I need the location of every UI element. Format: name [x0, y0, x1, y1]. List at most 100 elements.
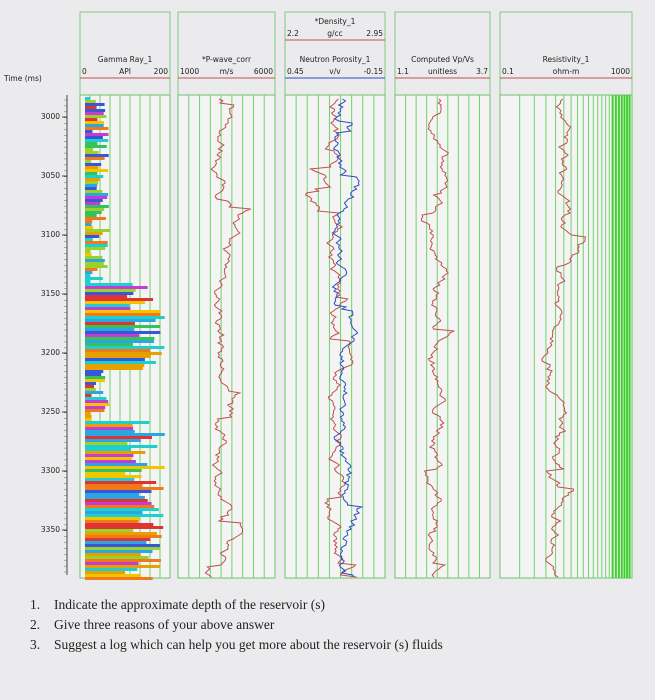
gr-fill: [85, 127, 109, 130]
gr-fill: [85, 502, 152, 505]
gr-fill: [85, 280, 91, 283]
scale-min: 0.1: [502, 67, 514, 76]
gr-fill: [85, 220, 93, 223]
tick-label: 3150: [41, 289, 60, 298]
gr-fill: [85, 328, 135, 331]
gr-fill: [85, 364, 145, 367]
tick-label: 3100: [41, 230, 60, 239]
gr-fill: [85, 145, 107, 148]
gr-fill: [85, 169, 109, 172]
curve-name: Gamma Ray_1: [98, 55, 153, 64]
gr-fill: [85, 493, 139, 496]
gr-fill: [85, 376, 106, 379]
gr-fill: [85, 172, 98, 175]
gr-fill: [85, 97, 91, 100]
gr-fill: [85, 505, 155, 508]
scale-min: 0: [82, 67, 87, 76]
gr-fill: [85, 178, 101, 181]
log-curve: [204, 98, 251, 578]
gr-fill: [85, 133, 109, 136]
gr-fill: [85, 535, 162, 538]
gr-fill: [85, 517, 140, 520]
gr-fill: [85, 457, 132, 460]
gr-fill: [85, 346, 165, 349]
gr-fill: [85, 424, 133, 427]
gr-fill: [85, 142, 98, 145]
gr-fill: [85, 370, 104, 373]
gr-fill: [85, 430, 135, 433]
gr-fill: [85, 118, 98, 121]
gr-fill: [85, 391, 104, 394]
curve-name: Computed Vp/Vs: [411, 55, 474, 64]
gr-fill: [85, 202, 101, 205]
gr-fill: [85, 229, 110, 232]
gr-fill: [85, 373, 102, 376]
gr-fill: [85, 565, 161, 568]
tick-label: 3350: [41, 525, 60, 534]
gr-fill: [85, 316, 165, 319]
gr-fill: [85, 553, 141, 556]
gr-fill: [85, 427, 134, 430]
tick-label: 3050: [41, 171, 60, 180]
gr-fill: [85, 463, 148, 466]
gr-fill: [85, 271, 93, 274]
gr-fill: [85, 544, 160, 547]
gr-fill: [85, 175, 104, 178]
gr-fill: [85, 184, 98, 187]
scale-min: 0.45: [287, 67, 304, 76]
gr-fill: [85, 148, 94, 151]
gr-fill: [85, 478, 135, 481]
gr-fill: [85, 121, 104, 124]
gr-fill: [85, 388, 96, 391]
gr-fill: [85, 157, 105, 160]
question-number: 2.: [30, 617, 40, 632]
time-axis-label: Time (ms): [3, 74, 42, 83]
gr-fill: [85, 442, 128, 445]
question-text: Give three reasons of your above answer: [54, 617, 275, 632]
gr-fill: [85, 268, 98, 271]
gr-fill: [85, 163, 102, 166]
gr-fill: [85, 226, 94, 229]
log-curve: [304, 98, 357, 578]
gr-fill: [85, 547, 160, 550]
gr-fill: [85, 496, 145, 499]
gr-fill: [85, 289, 136, 292]
gr-fill: [85, 100, 96, 103]
gr-fill: [85, 103, 105, 106]
gr-fill: [85, 529, 134, 532]
gr-fill: [85, 319, 156, 322]
gr-fill: [85, 217, 106, 220]
gr-fill: [85, 208, 105, 211]
scale-unit: unitless: [428, 67, 457, 76]
gr-fill: [85, 412, 91, 415]
gr-fill: [85, 421, 150, 424]
gr-fill: [85, 259, 105, 262]
gr-fill: [85, 448, 132, 451]
gr-fill: [85, 283, 133, 286]
gr-fill: [85, 205, 109, 208]
gr-fill: [85, 358, 145, 361]
gr-fill: [85, 301, 145, 304]
scale-max: 200: [154, 67, 169, 76]
gr-fill: [85, 106, 97, 109]
gr-fill: [85, 490, 152, 493]
gr-fill: [85, 397, 107, 400]
gr-fill: [85, 559, 161, 562]
log-curve: [420, 98, 455, 578]
tick-label: 3250: [41, 407, 60, 416]
gr-fill: [85, 214, 97, 217]
scale-max: 6000: [254, 67, 273, 76]
gr-fill: [85, 469, 142, 472]
gr-fill: [85, 262, 104, 265]
scale-unit: g/cc: [327, 29, 343, 38]
curve-name: *Density_1: [315, 17, 356, 26]
gr-fill: [85, 451, 146, 454]
track-area: [284, 94, 386, 579]
gr-fill: [85, 247, 106, 250]
gr-fill: [85, 379, 106, 382]
gr-fill: [85, 109, 106, 112]
gr-fill: [85, 313, 161, 316]
scale-min: 1.1: [397, 67, 409, 76]
gr-fill: [85, 211, 102, 214]
gr-fill: [85, 130, 93, 133]
